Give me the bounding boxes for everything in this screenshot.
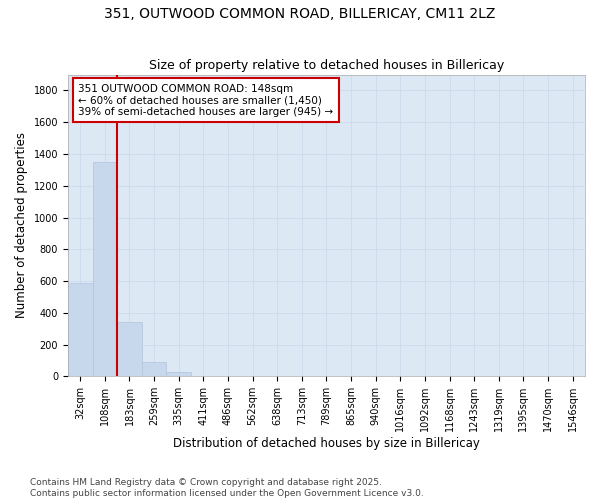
- Bar: [142, 362, 166, 376]
- Text: 351 OUTWOOD COMMON ROAD: 148sqm
← 60% of detached houses are smaller (1,450)
39%: 351 OUTWOOD COMMON ROAD: 148sqm ← 60% of…: [78, 84, 334, 117]
- X-axis label: Distribution of detached houses by size in Billericay: Distribution of detached houses by size …: [173, 437, 480, 450]
- Text: 351, OUTWOOD COMMON ROAD, BILLERICAY, CM11 2LZ: 351, OUTWOOD COMMON ROAD, BILLERICAY, CM…: [104, 8, 496, 22]
- Bar: [68, 282, 92, 376]
- Bar: [92, 162, 117, 376]
- Text: Contains HM Land Registry data © Crown copyright and database right 2025.
Contai: Contains HM Land Registry data © Crown c…: [30, 478, 424, 498]
- Title: Size of property relative to detached houses in Billericay: Size of property relative to detached ho…: [149, 59, 504, 72]
- Bar: [117, 322, 142, 376]
- Y-axis label: Number of detached properties: Number of detached properties: [15, 132, 28, 318]
- Bar: [166, 372, 191, 376]
